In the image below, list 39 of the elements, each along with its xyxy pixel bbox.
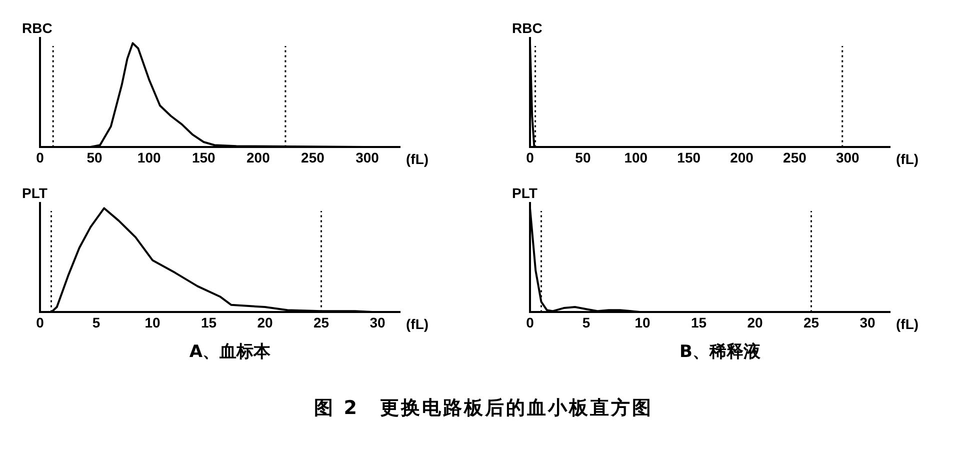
x-tick-label: 25: [313, 314, 330, 330]
x-tick-label: 250: [301, 149, 325, 166]
x-tick-label: 20: [747, 314, 763, 330]
x-tick-label: 50: [86, 149, 103, 166]
x-tick-label: 300: [356, 149, 380, 166]
text: A、血标本: [188, 341, 272, 363]
x-tick-label: 250: [783, 149, 807, 166]
x-tick-label: 5: [92, 314, 100, 330]
x-tick-label: 5: [582, 314, 590, 330]
x-tick-label: 300: [836, 149, 860, 166]
x-tick-label: 30: [860, 314, 876, 330]
x-tick-label: 10: [144, 314, 160, 330]
x-tick-label: 0: [36, 314, 44, 330]
x-tick-label: 150: [677, 149, 701, 166]
text: B、稀释液: [678, 341, 762, 363]
x-tick-label: 0: [36, 149, 44, 166]
x-tick-label: 15: [200, 314, 217, 330]
x-tick-label: 25: [803, 314, 820, 330]
x-tick-label: 200: [730, 149, 754, 166]
x-tick-label: 50: [575, 149, 591, 166]
x-tick-label: 100: [137, 149, 161, 166]
y-axis-title: RBC: [22, 20, 52, 36]
y-axis-title: PLT: [512, 184, 538, 201]
x-tick-label: 30: [370, 314, 386, 330]
x-axis-title: (fL): [406, 151, 429, 168]
x-axis-title: (fL): [896, 316, 919, 332]
y-axis-title: PLT: [22, 184, 48, 201]
x-tick-label: 0: [526, 314, 534, 330]
x-tick-label: 15: [690, 314, 707, 330]
x-axis-title: (fL): [896, 151, 919, 168]
x-axis-title: (fL): [406, 316, 429, 332]
x-tick-label: 0: [526, 149, 534, 166]
x-tick-label: 100: [624, 149, 648, 166]
caption: 图 2 更换电路板后的血小板直方图: [313, 396, 654, 421]
x-tick-label: 10: [634, 314, 650, 330]
y-axis-title: RBC: [512, 20, 542, 36]
x-tick-label: 150: [192, 149, 216, 166]
x-tick-label: 200: [246, 149, 270, 166]
x-tick-label: 20: [257, 314, 273, 330]
